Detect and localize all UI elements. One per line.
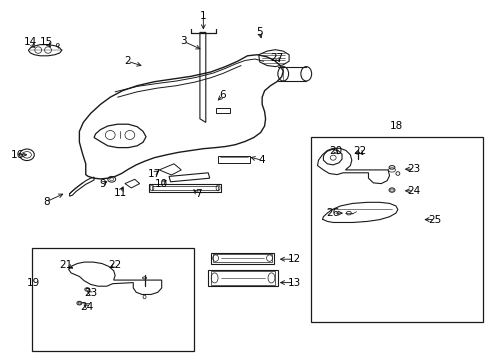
Text: 7: 7 [195, 189, 202, 199]
Text: 20: 20 [329, 146, 342, 156]
Text: 25: 25 [428, 215, 442, 225]
Text: 13: 13 [287, 278, 301, 288]
Text: 26: 26 [326, 208, 340, 218]
Text: 21: 21 [59, 260, 73, 270]
Text: 18: 18 [390, 121, 404, 131]
Text: 3: 3 [180, 36, 187, 46]
Text: 9: 9 [99, 179, 106, 189]
Text: 12: 12 [287, 254, 301, 264]
Bar [311, 137, 483, 322]
Text: 4: 4 [259, 155, 266, 165]
Text: 24: 24 [80, 302, 94, 312]
Bar [32, 248, 194, 351]
Text: 23: 23 [84, 288, 98, 298]
Text: 22: 22 [108, 260, 122, 270]
Text: 23: 23 [407, 164, 421, 174]
Text: 16: 16 [10, 150, 24, 160]
Text: 2: 2 [124, 56, 131, 66]
Text: 17: 17 [147, 168, 161, 179]
Text: 24: 24 [407, 186, 421, 196]
Text: 5: 5 [256, 27, 263, 37]
Text: 6: 6 [220, 90, 226, 100]
Text: 27: 27 [270, 53, 284, 63]
Text: 11: 11 [113, 188, 127, 198]
Text: 10: 10 [155, 179, 168, 189]
Text: 8: 8 [43, 197, 50, 207]
Text: 15: 15 [40, 37, 53, 48]
Text: 22: 22 [353, 146, 367, 156]
Text: 14: 14 [24, 37, 37, 48]
Text: 19: 19 [26, 278, 40, 288]
Text: 1: 1 [200, 11, 207, 21]
